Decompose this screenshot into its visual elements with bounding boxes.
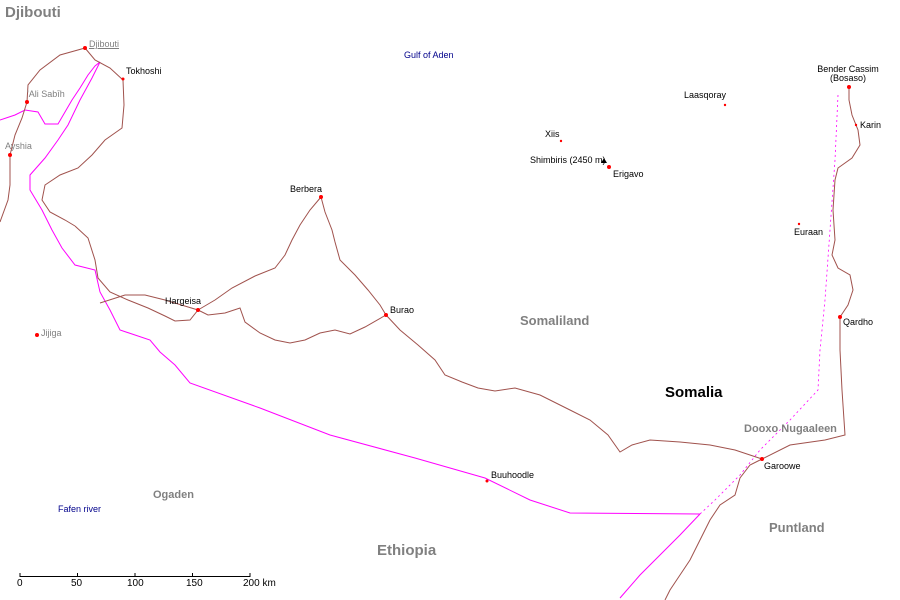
road-burao-garoowe: [385, 314, 763, 460]
border-somalia-ethiopia: [619, 513, 701, 599]
region-label-puntland: Puntland: [769, 520, 825, 535]
scale-tick-label: 100: [127, 578, 144, 589]
region-label-dooxo-nugaaleen: Dooxo Nugaaleen: [744, 423, 837, 435]
road-hargeisa-west: [99, 294, 199, 311]
road-garoowe-qardho: [761, 317, 846, 460]
city-dot-euraan: [797, 222, 801, 226]
roads: [0, 47, 861, 600]
border-somaliland-ethiopia: [29, 61, 701, 515]
city-label-ali-sabih: 'Ali Sabīh: [27, 89, 65, 99]
road-alisabih-ayshia: [0, 101, 28, 223]
city-label-tokhoshi: Tokhoshi: [126, 66, 162, 76]
scale-tick-label: 0: [17, 578, 23, 589]
city-label-djibouti: Djibouti: [89, 39, 120, 49]
city-dot-xiis: [559, 139, 563, 143]
city-dot-berbera: [319, 195, 323, 199]
road-to-hargeisa: [74, 225, 199, 322]
country-label-djibouti: Djibouti: [5, 4, 61, 21]
scale-tick-label: 50: [71, 578, 83, 589]
scale-bar: [19, 573, 251, 577]
city-dot-garoowe: [760, 457, 764, 461]
city-dot-qardho: [838, 315, 842, 319]
city-dot-tokhoshi: [121, 77, 125, 81]
city-label-bosaso: Bender Cassim (Bosaso): [813, 65, 883, 83]
border-djibouti-ethiopia: [0, 61, 101, 125]
puntland-boundary-dashed: [699, 94, 839, 515]
city-label-euraan: Euraan: [794, 227, 824, 237]
road-djibouti-tokhoshi: [84, 47, 124, 81]
city-label-hargeisa: Hargeisa: [165, 296, 202, 306]
region-label-ogaden: Ogaden: [153, 489, 194, 501]
scale-tick-label: 200 km: [243, 578, 276, 589]
city-dot-bosaso: [847, 85, 851, 89]
city-label-berbera: Berbera: [290, 184, 323, 194]
city-label-xiis: Xiis: [545, 129, 560, 139]
city-label-burao: Burao: [390, 305, 415, 315]
international-borders: [0, 61, 701, 599]
city-label-erigavo: Erigavo: [613, 169, 644, 179]
country-label-ethiopia: Ethiopia: [377, 542, 437, 559]
city-dot-laasqoray: [723, 103, 727, 107]
city-dot-buuhoodle: [485, 479, 489, 483]
city-dot-erigavo: [607, 165, 611, 169]
water-label-gulf-of-aden: Gulf of Aden: [404, 50, 454, 60]
region-label-somaliland: Somaliland: [520, 313, 590, 328]
water-label-fafen-river: Fafen river: [58, 504, 102, 514]
road-tokhoshi-south: [41, 79, 125, 227]
city-label-bosaso-line2: (Bosaso): [829, 73, 866, 83]
city-label-qardho: Qardho: [843, 317, 874, 327]
city-dot-hargeisa: [196, 308, 200, 312]
city-label-laasqoray: Laasqoray: [684, 90, 727, 100]
city-dot-burao: [384, 313, 388, 317]
city-dot-karin: [854, 123, 858, 127]
road-hargeisa-berbera: [197, 196, 322, 311]
city-dot-djibouti: [83, 46, 87, 50]
road-qardho-bosaso: [831, 87, 861, 318]
road-berbera-burao: [320, 196, 387, 316]
city-label-ayshia: Ayshia: [5, 141, 32, 151]
peak-icon: [601, 158, 607, 163]
city-markers: [8, 46, 858, 483]
city-dot-jijiga: [35, 333, 39, 337]
scale-tick-label: 150: [186, 578, 203, 589]
city-label-karin: Karin: [860, 120, 882, 130]
city-label-shimbiris: Shimbiris (2450 m): [530, 155, 606, 165]
city-dot-alisabih: [25, 100, 29, 104]
road-hargeisa-burao: [197, 307, 387, 344]
city-label-bosaso-line1: Bender Cassim: [817, 64, 879, 74]
city-dot-ayshia: [8, 153, 12, 157]
road-djibouti-alisabih: [26, 47, 86, 103]
city-label-buuhoodle: Buuhoodle: [491, 470, 535, 480]
city-label-garoowe: Garoowe: [764, 461, 801, 471]
road-garoowe-south: [664, 458, 763, 600]
country-label-somalia: Somalia: [665, 384, 723, 401]
city-label-jijiga: Jijiga: [41, 328, 62, 338]
